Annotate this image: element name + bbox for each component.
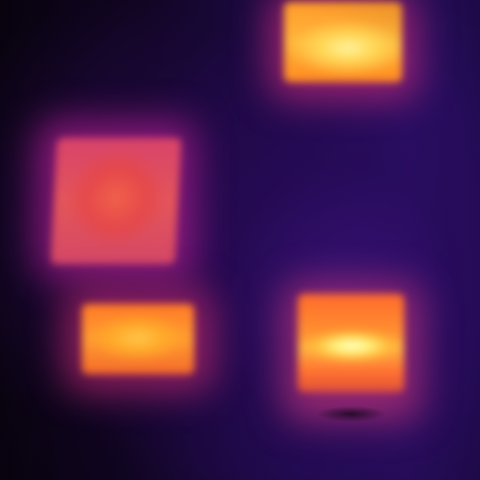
hotspot-core bbox=[82, 304, 194, 374]
hotspot-core bbox=[50, 138, 182, 264]
hotspot-core bbox=[298, 294, 404, 392]
hotspot-core bbox=[284, 2, 402, 82]
dark-ground-patch bbox=[316, 404, 386, 424]
